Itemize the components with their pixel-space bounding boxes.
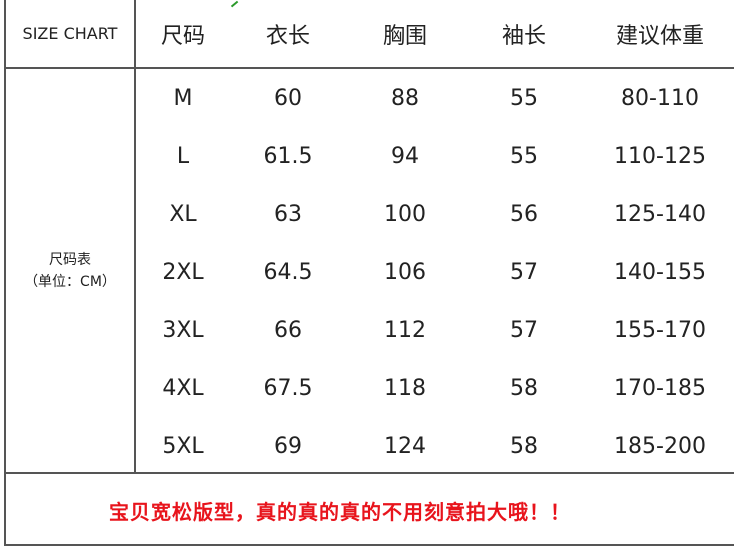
cell-length: 63: [274, 201, 302, 227]
header-sleeve: 袖长: [501, 23, 546, 49]
cell-length: 60: [274, 85, 302, 111]
cell-weight: 170-185: [614, 375, 706, 401]
cell-length: 67.5: [263, 375, 313, 401]
header-length: 衣长: [265, 23, 310, 49]
cell-chest: 118: [384, 375, 426, 401]
cell-length: 61.5: [263, 143, 313, 169]
footer-note: 宝贝宽松版型，真的真的真的不用刻意拍大哦！！: [109, 499, 571, 524]
cell-weight: 125-140: [614, 201, 706, 227]
cell-chest: 112: [384, 317, 426, 343]
cell-length: 66: [274, 317, 302, 343]
cell-sleeve: 57: [510, 317, 538, 343]
cell-weight: 110-125: [614, 143, 706, 169]
cell-size: XL: [169, 201, 197, 227]
cell-chest: 94: [391, 143, 419, 169]
cell-sleeve: 57: [510, 259, 538, 285]
cell-chest: 124: [384, 433, 426, 459]
cell-chest: 100: [384, 201, 426, 227]
cell-size: 2XL: [162, 259, 204, 285]
size-chart-table: [4, 0, 734, 546]
cell-sleeve: 56: [510, 201, 538, 227]
side-label: 尺码表 （单位：CM）: [6, 69, 134, 472]
cell-weight: 140-155: [614, 259, 706, 285]
cell-sleeve: 58: [510, 375, 538, 401]
cell-size: L: [176, 143, 190, 169]
cell-sleeve: 55: [510, 85, 538, 111]
header-divider: [4, 67, 734, 69]
header-chest: 胸围: [382, 23, 427, 49]
side-label-title: 尺码表: [49, 251, 91, 268]
cell-chest: 106: [384, 259, 426, 285]
cell-size: 3XL: [162, 317, 204, 343]
footer-divider: [4, 472, 734, 474]
cell-size: 5XL: [162, 433, 204, 459]
column-divider: [134, 0, 136, 473]
cell-size: M: [173, 85, 193, 111]
cell-chest: 88: [391, 85, 419, 111]
cell-length: 64.5: [263, 259, 313, 285]
cell-sleeve: 58: [510, 433, 538, 459]
side-label-unit: （单位：CM）: [24, 273, 116, 290]
header-weight: 建议体重: [615, 23, 704, 49]
cell-weight: 80-110: [621, 85, 699, 111]
cell-length: 69: [274, 433, 302, 459]
size-chart-tag: SIZE CHART: [22, 24, 118, 43]
header-size: 尺码: [160, 23, 205, 49]
cell-sleeve: 55: [510, 143, 538, 169]
cell-weight: 185-200: [614, 433, 706, 459]
cell-weight: 155-170: [614, 317, 706, 343]
cell-size: 4XL: [162, 375, 204, 401]
